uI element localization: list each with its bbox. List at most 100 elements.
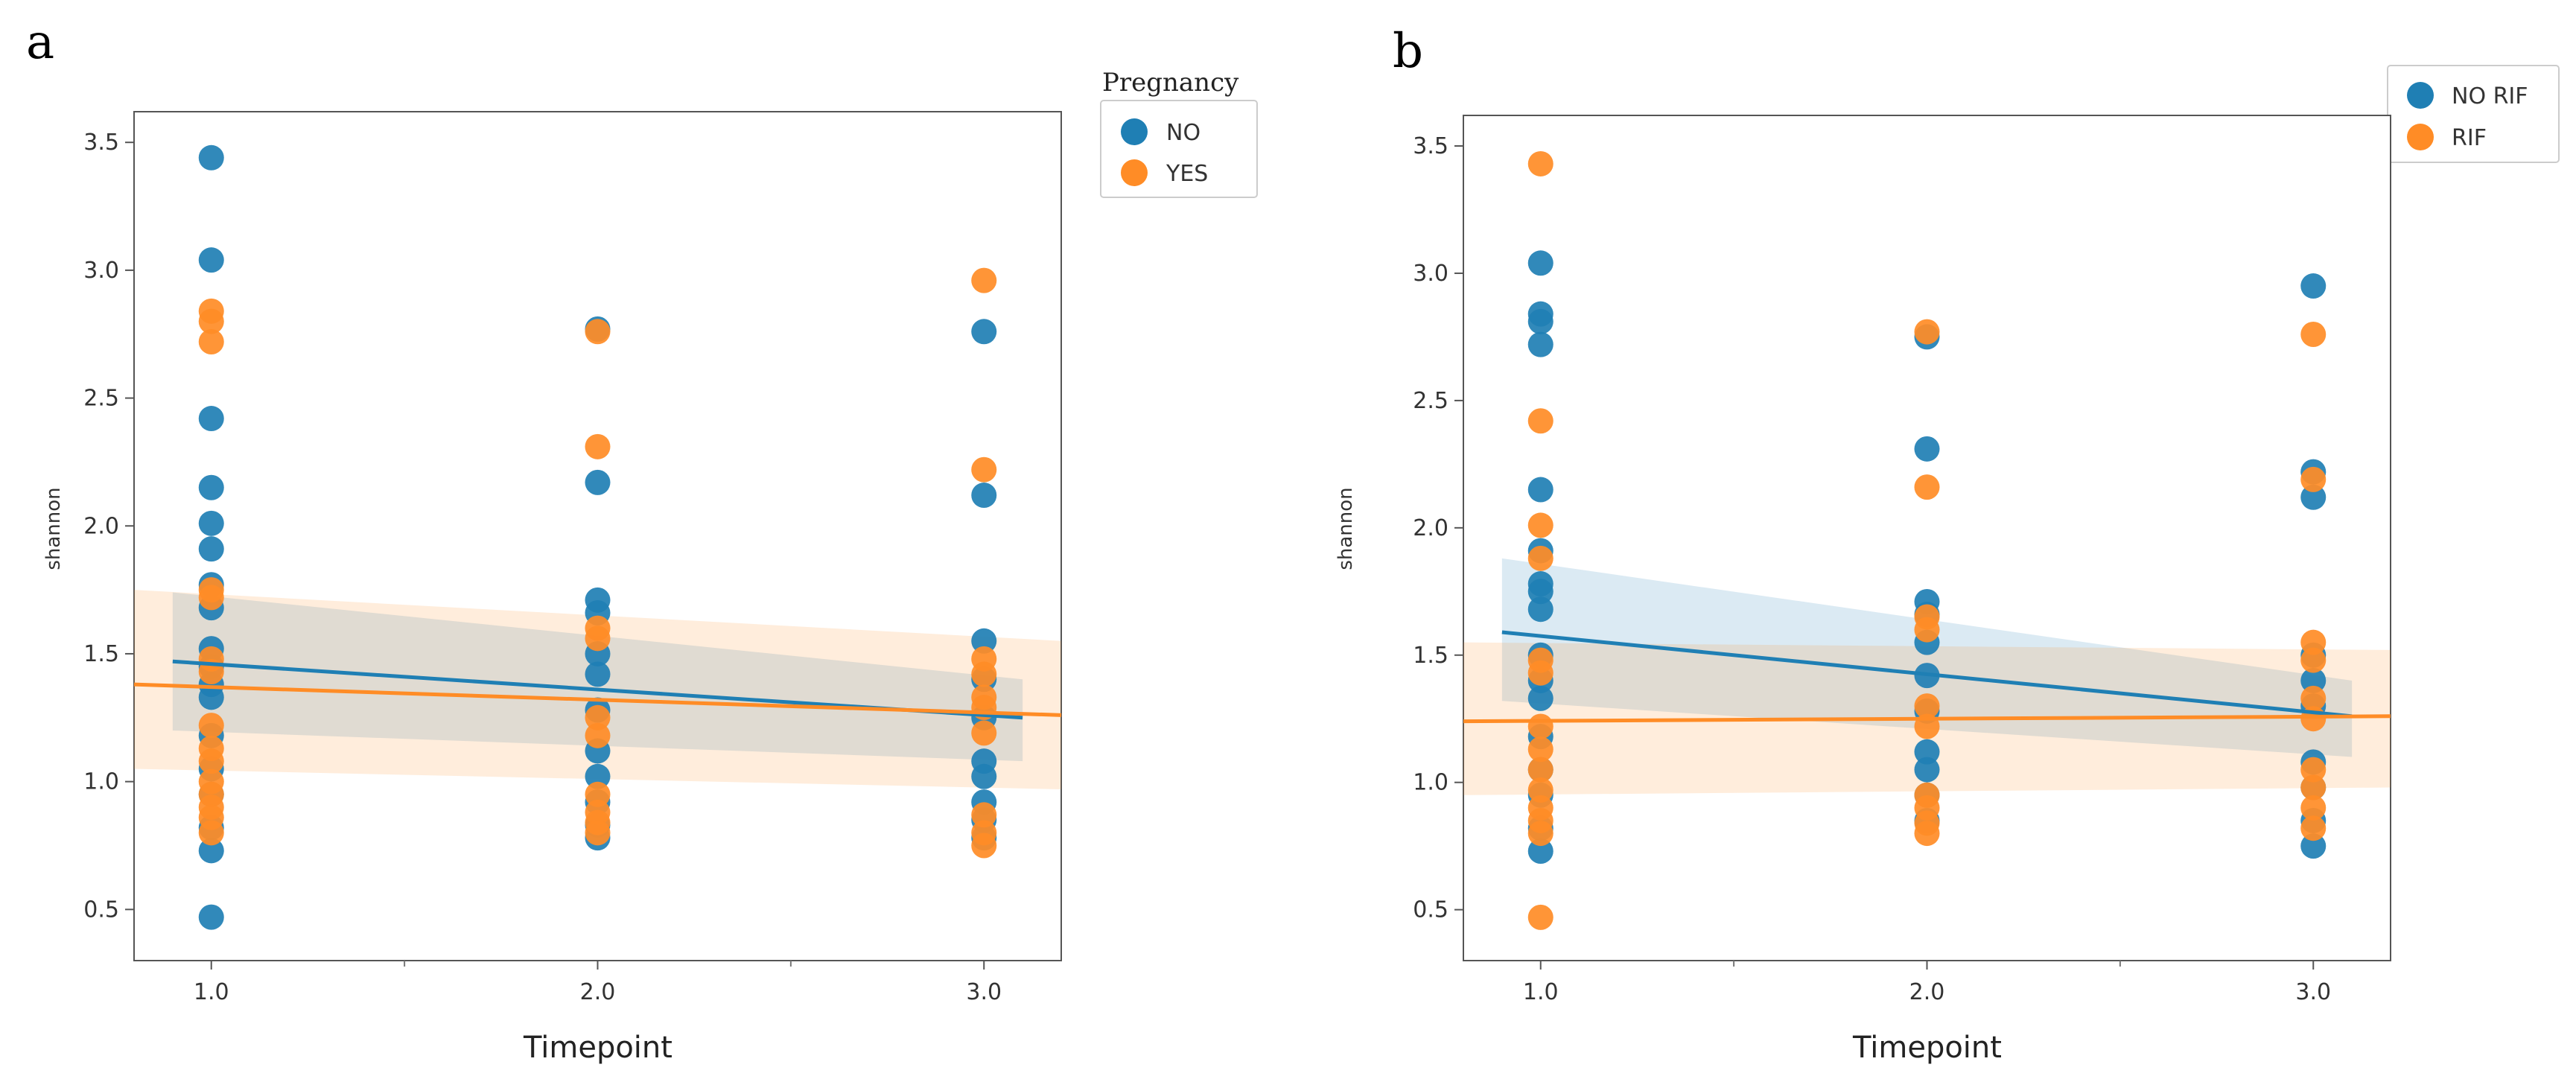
point-no	[585, 469, 611, 495]
point-yes	[198, 585, 224, 611]
point-rif	[2300, 757, 2327, 783]
point-no	[198, 510, 224, 536]
point-rif	[1527, 904, 1553, 930]
y-tick-label: 2.5	[83, 386, 119, 412]
regression-line-rif	[1463, 714, 2391, 724]
y-tick-label: 0.5	[1413, 897, 1448, 923]
y-tick-label: 3.0	[1413, 261, 1448, 287]
point-yes	[198, 820, 224, 846]
point-rif	[2300, 815, 2327, 841]
y-tick-label: 2.0	[83, 513, 119, 539]
x-tick-label: 1.0	[1523, 979, 1559, 1005]
point-yes	[585, 704, 611, 731]
y-tick-label: 3.0	[83, 258, 119, 284]
x-axis-label: Timepoint	[1852, 1031, 2002, 1065]
point-yes	[198, 329, 224, 355]
legend-title: Pregnancy	[1102, 68, 1239, 98]
point-no	[198, 406, 224, 432]
point-yes	[198, 308, 224, 334]
y-tick-label: 1.5	[1413, 643, 1448, 669]
point-no	[971, 628, 997, 654]
point-no	[971, 763, 997, 789]
point-rif	[1527, 545, 1553, 571]
point-rif	[2300, 795, 2327, 821]
point-no	[198, 144, 224, 171]
point-yes	[198, 748, 224, 774]
point-no-rif	[1914, 739, 1940, 765]
y-axis-label: shannon	[42, 487, 65, 570]
point-no-rif	[1527, 250, 1553, 276]
point-no-rif	[1914, 757, 1940, 783]
x-tick-label: 2.0	[1909, 979, 1945, 1005]
point-no	[198, 838, 224, 864]
legend-marker-no-rif	[2407, 82, 2434, 109]
point-rif	[2300, 774, 2327, 801]
point-rif	[1527, 408, 1553, 434]
point-no-rif	[1914, 436, 1940, 462]
point-no-rif	[1527, 838, 1553, 864]
point-no	[198, 247, 224, 273]
regression-line-no-rif	[1501, 630, 2353, 719]
point-rif	[1527, 512, 1553, 538]
point-yes	[585, 781, 611, 807]
panel-b: b NO RIF RIF 0.5 1.0 1.5 2.0 2.5 3.0 3.5 1.0 2.0…	[1335, 24, 2560, 1065]
point-yes	[585, 319, 611, 345]
point-rif	[2300, 685, 2327, 711]
point-no	[198, 684, 224, 710]
point-rif	[1914, 821, 1940, 847]
point-yes	[585, 433, 611, 459]
point-no	[971, 319, 997, 345]
point-rif	[1914, 319, 1940, 345]
point-rif	[1527, 821, 1553, 847]
point-rif	[1527, 713, 1553, 739]
panel-label: b	[1393, 24, 1423, 79]
point-rif	[2300, 647, 2327, 673]
legend-label-no-rif: NO RIF	[2452, 83, 2528, 109]
point-yes	[198, 713, 224, 739]
y-axis-label: shannon	[1335, 487, 1357, 570]
legend-marker-rif	[2407, 124, 2434, 150]
point-yes	[971, 802, 997, 828]
point-no	[198, 474, 224, 500]
point-yes	[971, 720, 997, 746]
point-no-rif	[1527, 596, 1553, 623]
x-tick-label: 3.0	[966, 979, 1002, 1005]
point-no-rif	[2300, 833, 2327, 859]
point-yes	[585, 820, 611, 846]
ci-band-no-rif	[1501, 558, 2353, 757]
point-no-rif	[2300, 667, 2327, 693]
legend-label-rif: RIF	[2452, 125, 2487, 151]
point-yes	[971, 833, 997, 859]
x-tick-label: 3.0	[2295, 979, 2331, 1005]
point-no	[585, 661, 611, 687]
point-no-rif	[1527, 579, 1553, 605]
point-rif	[1527, 757, 1553, 783]
point-no-rif	[1527, 331, 1553, 357]
y-tick-label: 3.5	[1413, 133, 1448, 159]
point-yes	[971, 267, 997, 293]
point-rif	[1914, 693, 1940, 719]
point-no	[198, 536, 224, 562]
point-rif	[1527, 660, 1553, 686]
point-yes	[585, 626, 611, 652]
panel-label: a	[26, 15, 54, 70]
plot-area: 0.5 1.0 1.5 2.0 2.5 3.0 3.5 1.0 2.0 3.0	[83, 111, 1062, 1005]
legend-label-no: NO	[1166, 120, 1200, 146]
point-no-rif	[2300, 484, 2327, 510]
y-tick-label: 0.5	[83, 897, 119, 923]
point-no-rif	[1527, 308, 1553, 334]
panel-a: a Pregnancy NO YES 0.5 1.0 1.5 2.0 2.5 3.0 3.5…	[26, 15, 1258, 1065]
y-tick-label: 3.5	[83, 130, 119, 156]
y-tick-label: 1.0	[1413, 770, 1448, 796]
legend-marker-yes	[1121, 159, 1148, 186]
point-rif	[1914, 617, 1940, 643]
y-tick-label: 2.5	[1413, 388, 1448, 414]
legend-marker-no	[1121, 118, 1148, 145]
point-rif	[2300, 466, 2327, 492]
point-no-rif	[2300, 273, 2327, 299]
y-tick-label: 1.5	[83, 641, 119, 667]
point-no	[971, 483, 997, 509]
point-no	[198, 904, 224, 930]
plot-area: 0.5 1.0 1.5 2.0 2.5 3.0 3.5 1.0 2.0 3.0	[1413, 115, 2391, 1005]
